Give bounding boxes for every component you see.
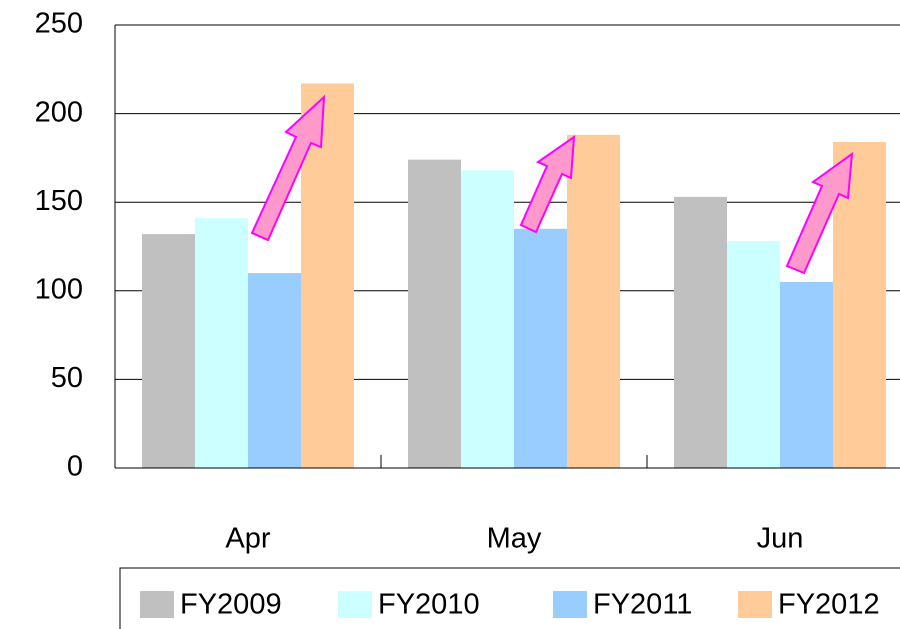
bar [780,281,833,468]
y-tick-label: 200 [35,96,83,128]
legend-label: FY2011 [593,589,692,621]
legend-label: FY2009 [180,589,282,621]
legend-swatch [140,591,174,618]
x-tick-label: May [487,523,542,555]
y-tick-label: 50 [51,362,83,394]
bar [142,234,195,468]
bar [248,273,301,468]
y-tick-label: 250 [35,8,83,40]
y-tick-label: 150 [35,185,83,217]
annotations [250,94,854,275]
plot-area: 0 50 100 150 200 250 Apr May Jun [35,8,900,555]
legend-swatch [738,591,772,618]
y-tick-label: 0 [67,451,83,483]
y-tick-label: 100 [35,273,83,305]
arrow [519,134,576,234]
x-tick-label: Jun [757,523,804,555]
legend-swatch [553,591,587,618]
legend-swatch [338,591,372,618]
legend-label: FY2010 [378,589,480,621]
bar [408,159,461,468]
bar [514,228,567,468]
legend-label: FY2012 [778,589,880,621]
bar [727,241,780,468]
bar [461,170,514,468]
bar [567,134,620,468]
legend: FY2009 FY2010 FY2011 FY2012 [140,589,880,621]
bar [195,218,248,468]
arrow [250,94,326,242]
bar [674,196,727,468]
arrow [785,151,854,275]
x-tick-label: Apr [225,523,270,555]
